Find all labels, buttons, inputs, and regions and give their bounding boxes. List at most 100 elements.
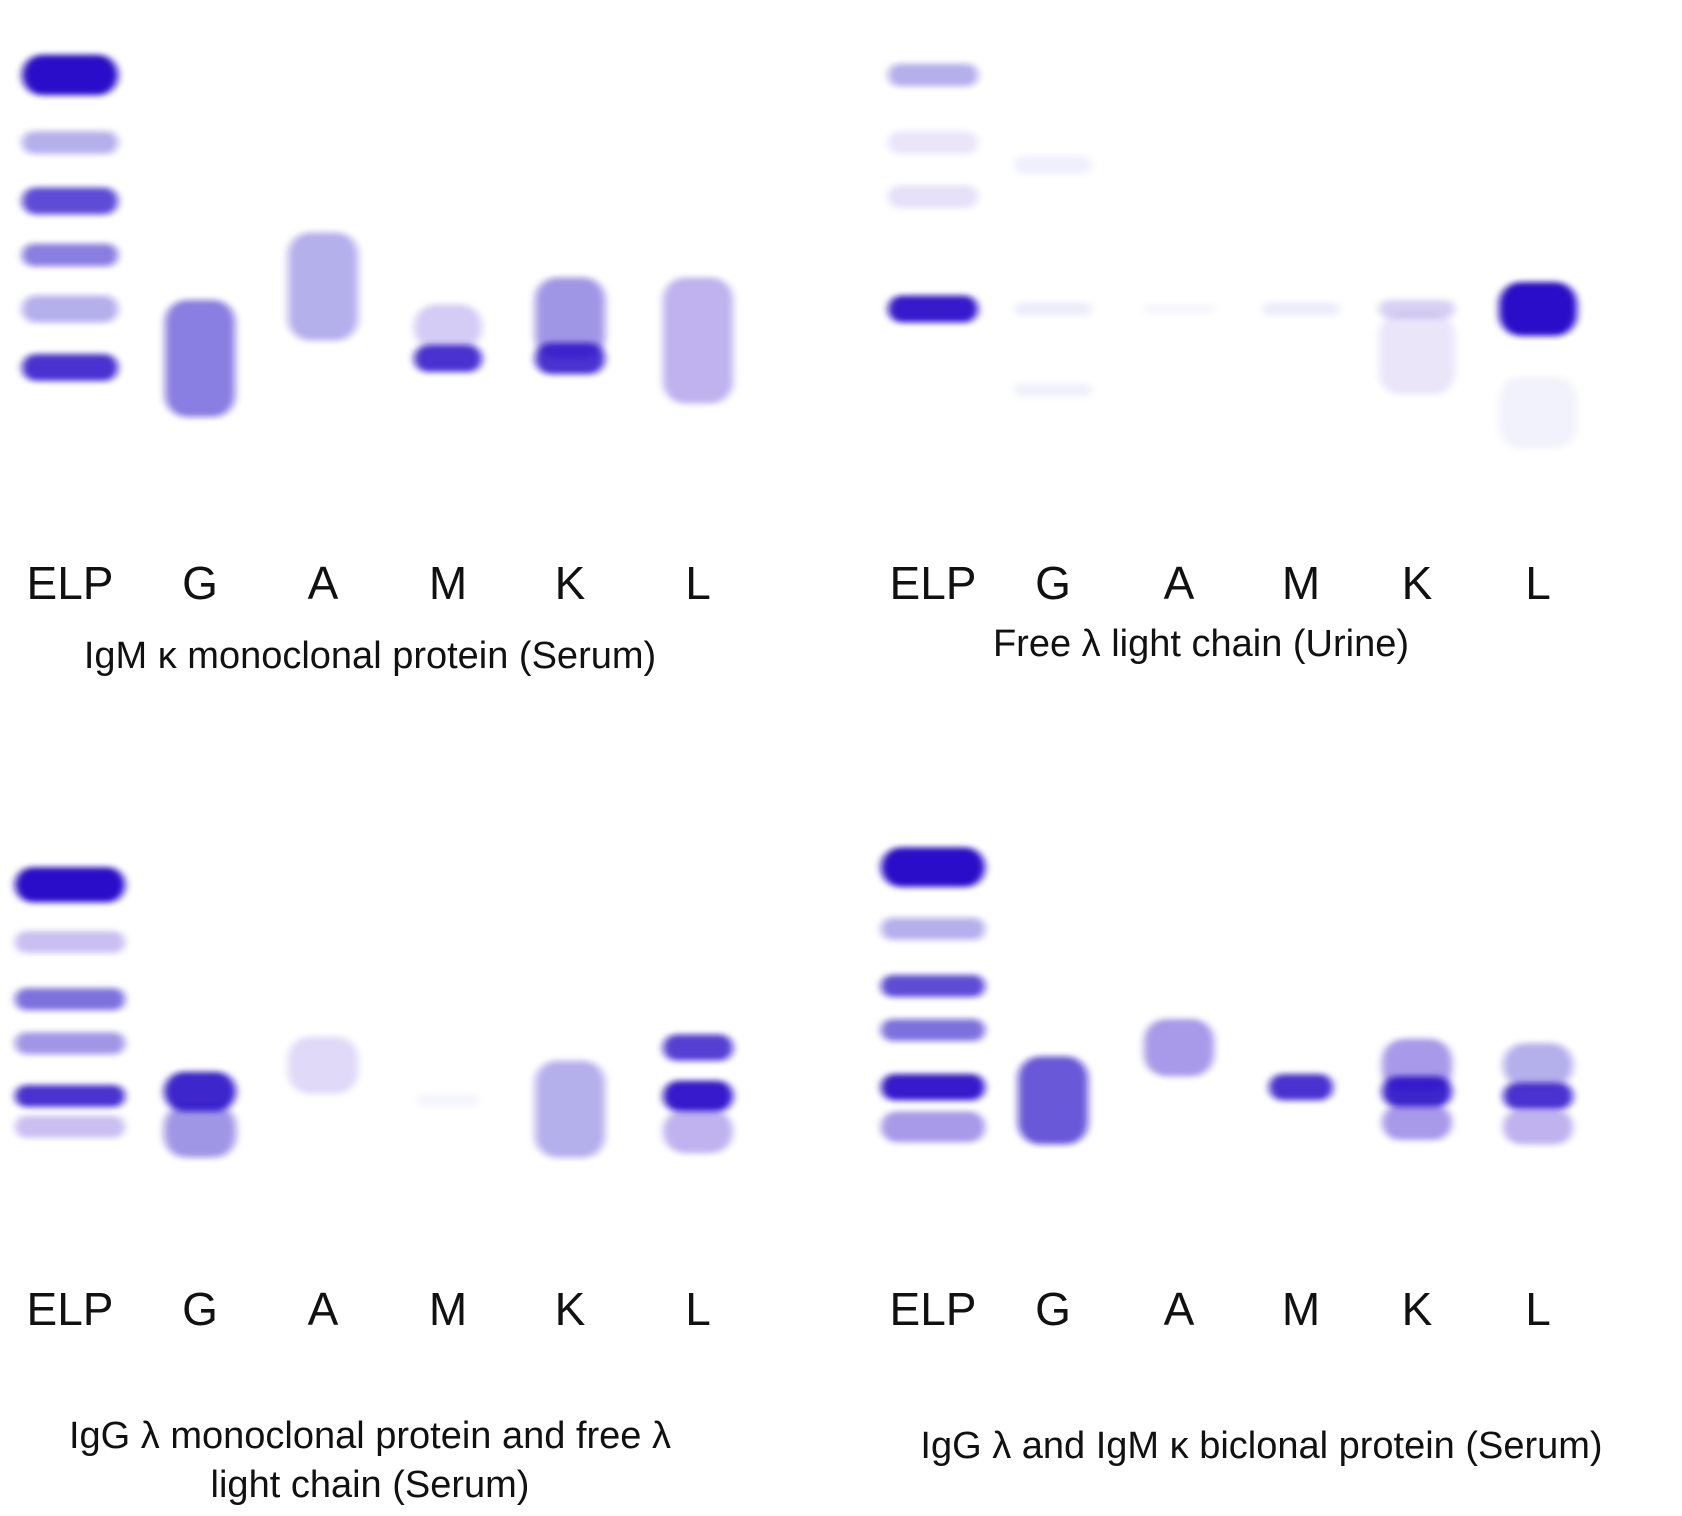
gel-band (22, 131, 118, 154)
gel-band (535, 342, 605, 375)
lane-label-k: K (554, 1283, 586, 1335)
lane-m (1262, 302, 1340, 316)
gel-band (1503, 1082, 1573, 1110)
lane-a (1144, 1019, 1214, 1077)
gel-band (881, 917, 985, 940)
gel-band (15, 1032, 125, 1055)
lane-label-m: M (1281, 557, 1321, 609)
gel-band (1014, 156, 1092, 174)
gel-panel-biclonal: ELP G A M K L IgG λ and IgM κ biclonal p… (841, 758, 1682, 1516)
lane-l (1503, 1043, 1573, 1145)
gel-band (1262, 302, 1340, 316)
gel-band (881, 847, 985, 887)
gel-band (1269, 1074, 1333, 1101)
gel-panel-free-lambda-urine: ELP G A M K L Free λ light chain (Urine) (841, 0, 1682, 758)
gel-panel-igm-kappa: ELP G A M K L IgM κ monoclonal protein (… (0, 0, 841, 758)
gel-panel-igg-lambda-free-lambda: ELP G A M K L IgG λ monoclonal protein a… (0, 758, 841, 1516)
lane-label-l: L (685, 557, 711, 609)
gel-band (22, 54, 118, 96)
gel-band (888, 185, 978, 208)
lane-label-a: A (1163, 557, 1195, 609)
lane-label-l: L (1525, 1283, 1551, 1335)
gel-band (881, 1111, 985, 1143)
panel-caption: IgG λ monoclonal protein and free λ ligh… (68, 1415, 671, 1507)
lane-label-g: G (1035, 557, 1071, 609)
lane-elp (22, 54, 118, 381)
lane-g (164, 1071, 236, 1158)
gel-band (881, 1074, 985, 1101)
lane-label-g: G (182, 1283, 218, 1335)
gel-band (414, 304, 482, 350)
lane-a (288, 1036, 358, 1094)
gel-band (888, 131, 978, 154)
gel-band (15, 931, 125, 953)
gel-band (164, 1071, 236, 1112)
lane-l (663, 1034, 733, 1154)
lane-k (1382, 1038, 1452, 1140)
gel-band (535, 277, 605, 359)
gel-band (164, 1104, 236, 1158)
lane-label-m: M (428, 557, 468, 609)
panel-caption: IgM κ monoclonal protein (Serum) (83, 635, 657, 677)
gel-band (288, 1036, 358, 1094)
lane-elp (15, 867, 125, 1138)
gel-band (1144, 304, 1214, 314)
lane-label-elp: ELP (889, 557, 977, 609)
gel-image (881, 847, 1573, 1145)
gel-band (1382, 1076, 1452, 1107)
lane-g (165, 300, 235, 417)
lane-label-a: A (307, 557, 339, 609)
lane-label-g: G (182, 557, 218, 609)
lane-label-l: L (1525, 557, 1551, 609)
gel-band (165, 300, 235, 417)
gel-band (1014, 383, 1092, 397)
gel-band (1014, 302, 1092, 316)
lane-label-k: K (1401, 1283, 1433, 1335)
lane-g (1018, 1056, 1088, 1145)
gel-band (888, 295, 978, 323)
lane-label-l: L (685, 1283, 711, 1335)
lane-label-elp: ELP (889, 1283, 977, 1335)
lane-g (1014, 156, 1092, 397)
gel-image (888, 63, 1577, 449)
lane-a (288, 232, 358, 341)
gel-band (1379, 300, 1455, 318)
lane-label-g: G (1035, 1283, 1071, 1335)
gel-band (888, 63, 978, 87)
gel-band (15, 1115, 125, 1138)
gel-band (414, 345, 482, 372)
gel-band (663, 1109, 733, 1154)
gel-band (22, 354, 118, 381)
gel-band (15, 1085, 125, 1107)
gel-band (535, 1060, 605, 1158)
lane-elp (888, 63, 978, 323)
lane-l (663, 277, 733, 404)
lane-m (418, 1093, 478, 1107)
lane-l (1499, 282, 1577, 449)
gel-band (881, 975, 985, 997)
gel-image (15, 867, 733, 1158)
panel-caption: Free λ light chain (Urine) (992, 623, 1410, 665)
gel-band (1499, 282, 1577, 336)
gel-band (15, 988, 125, 1011)
gel-band (1382, 1104, 1452, 1140)
lane-label-a: A (307, 1283, 339, 1335)
gel-band (418, 1093, 478, 1107)
gel-band (663, 1080, 733, 1112)
panel-caption: IgG λ and IgM κ biclonal protein (Serum) (920, 1425, 1603, 1467)
gel-band (22, 295, 118, 323)
lane-label-a: A (1163, 1283, 1195, 1335)
gel-image (22, 54, 733, 417)
gel-band (1144, 1019, 1214, 1077)
gel-band (22, 187, 118, 215)
gel-band (22, 243, 118, 267)
gel-band (15, 867, 125, 903)
gel-band (663, 1034, 733, 1061)
lane-label-m: M (428, 1283, 468, 1335)
lane-label-k: K (1401, 557, 1433, 609)
lane-label-elp: ELP (26, 557, 114, 609)
gel-band (663, 277, 733, 404)
lane-elp (881, 847, 985, 1143)
gel-band (288, 232, 358, 341)
lane-a (1144, 304, 1214, 314)
